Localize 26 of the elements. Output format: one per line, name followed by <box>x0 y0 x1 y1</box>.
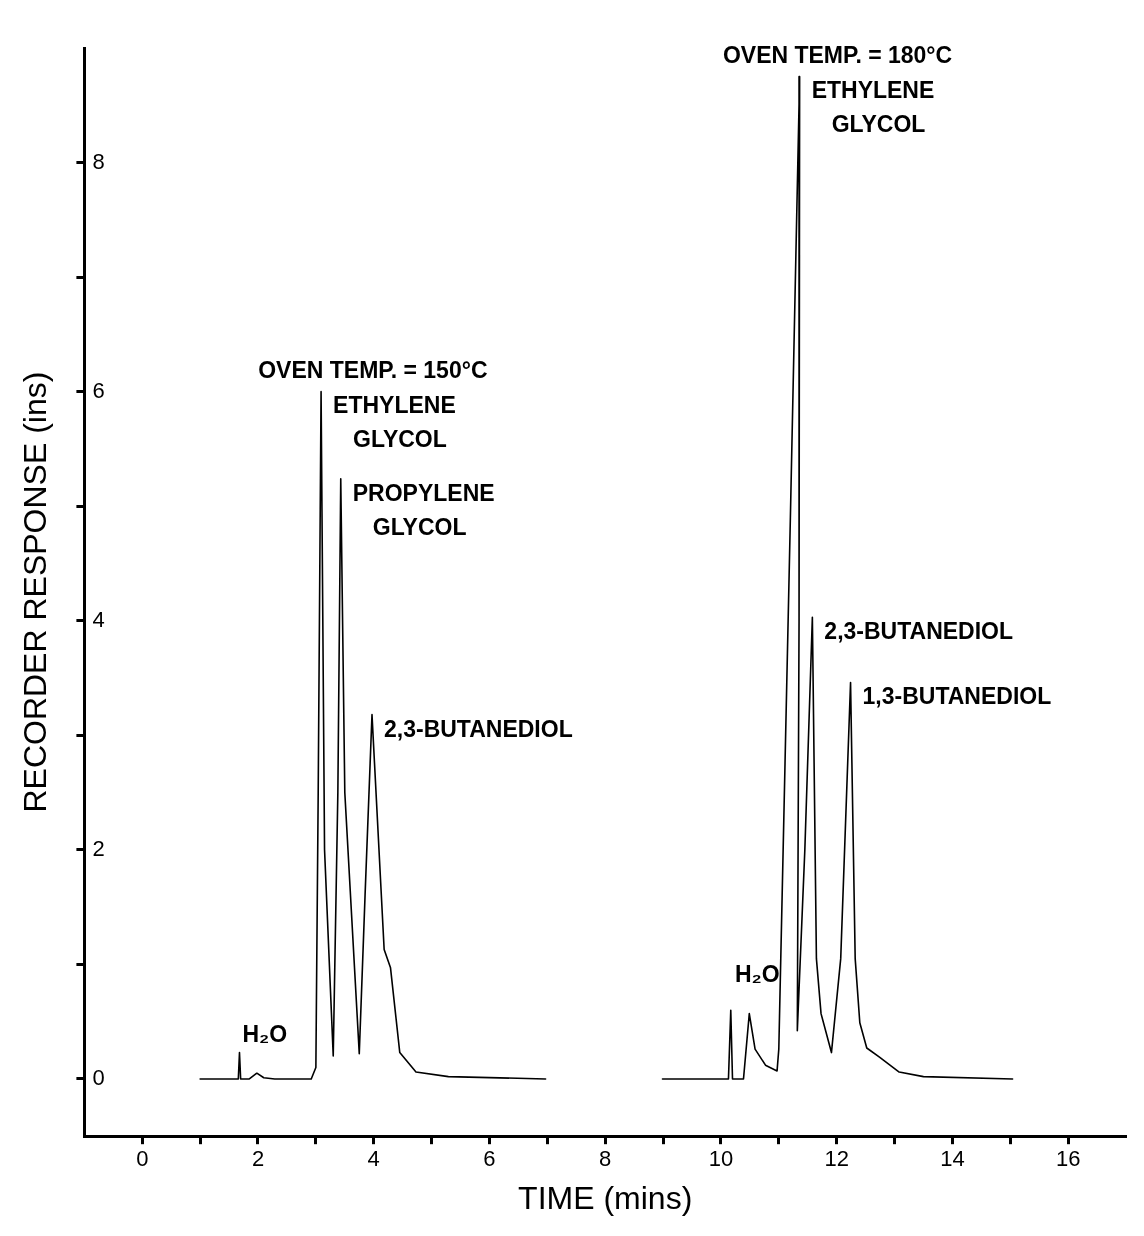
x-tick-label: 16 <box>1055 1146 1081 1172</box>
y-tick-label: 8 <box>92 148 105 174</box>
y-tick-label: 6 <box>92 377 105 403</box>
text: OVEN TEMP. = 150°C <box>258 357 488 384</box>
x-tick-label: 10 <box>708 1146 734 1172</box>
x-tick-label: 6 <box>483 1146 496 1172</box>
x-tick-label: 14 <box>940 1146 965 1172</box>
annotation: H₂O <box>734 961 780 988</box>
annotation: 2,3-BUTANEDIOL <box>384 715 573 742</box>
y-tick-label: 2 <box>92 835 105 861</box>
x-tick-label: 0 <box>136 1146 149 1172</box>
x-tick-label: 4 <box>367 1146 380 1172</box>
annotation: PROPYLENE GLYCOL <box>352 479 495 540</box>
x-axis-title: TIME (mins) <box>518 1179 693 1216</box>
y-tick-label: 0 <box>92 1064 105 1090</box>
annotation: ETHYLENE GLYCOL <box>811 77 935 138</box>
x-tick-label: 12 <box>824 1146 849 1172</box>
x-tick-label: 8 <box>599 1146 612 1172</box>
annotation: ETHYLENE GLYCOL <box>333 392 456 453</box>
y-axis-title: RECORDER RESPONSE (ins) <box>17 371 54 813</box>
x-tick-label: 2 <box>251 1146 265 1172</box>
y-tick-label: 4 <box>92 606 105 632</box>
annotation: 2,3-BUTANEDIOL <box>824 618 1014 645</box>
annotation: 1,3-BUTANEDIOL <box>862 683 1052 710</box>
annotation: H₂O <box>242 1021 288 1048</box>
series-label: OVEN TEMP. = 180°C <box>722 42 953 69</box>
